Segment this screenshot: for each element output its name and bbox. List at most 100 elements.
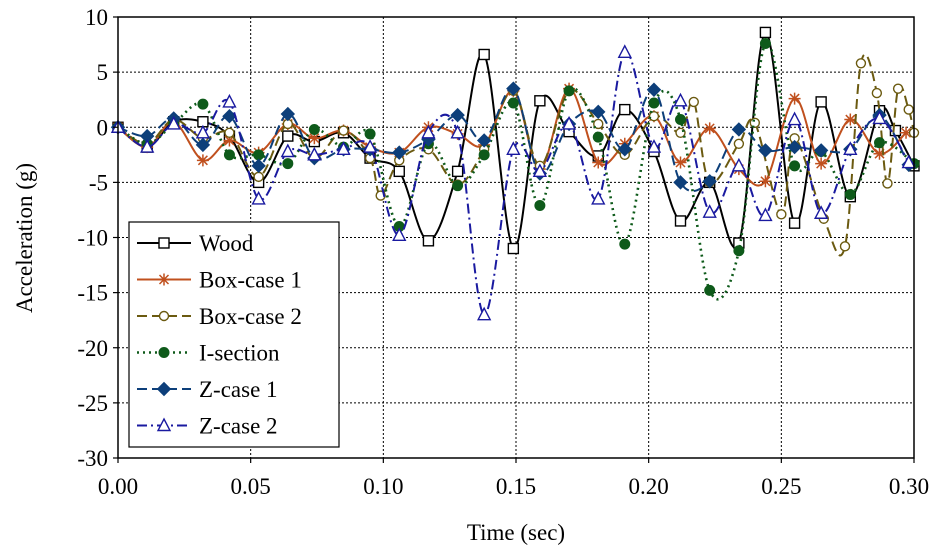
data-point [788, 217, 801, 229]
y-tick-label: 0 [97, 115, 109, 140]
legend-marker [158, 273, 170, 286]
series-layer [110, 26, 920, 321]
data-point [506, 81, 521, 96]
data-point [758, 143, 773, 158]
legend-box [128, 221, 340, 448]
data-point [731, 122, 747, 137]
data-point [282, 130, 294, 142]
data-point [758, 207, 773, 222]
data-point [253, 171, 264, 183]
data-point [476, 133, 492, 148]
data-point [674, 215, 687, 227]
data-point [900, 126, 913, 139]
data-point [195, 124, 211, 139]
data-point [673, 175, 688, 190]
legend-marker [156, 417, 172, 432]
data-point [450, 124, 465, 139]
data-point [592, 156, 605, 169]
data-point [307, 146, 322, 161]
data-point [731, 157, 747, 172]
data-point [703, 122, 716, 135]
legend-label: Box-case 2 [199, 304, 302, 329]
data-point [563, 85, 575, 97]
data-point [844, 189, 856, 201]
data-point [759, 175, 772, 188]
data-point [195, 137, 211, 153]
legend-label: Wood [199, 231, 254, 256]
data-point [336, 141, 351, 156]
data-point [223, 134, 236, 147]
data-point [507, 97, 519, 109]
data-point [561, 115, 577, 130]
legend-label: Z-case 2 [199, 414, 278, 439]
data-point [280, 143, 295, 158]
data-point [787, 111, 802, 126]
data-point [253, 149, 265, 161]
data-point [903, 104, 914, 115]
data-point [648, 97, 660, 109]
data-point [874, 137, 886, 149]
data-point [593, 118, 604, 130]
legend-item: Wood [137, 231, 254, 256]
data-point [759, 37, 771, 49]
data-point [308, 123, 320, 135]
y-tick-label: -20 [77, 336, 108, 361]
data-point [451, 165, 464, 178]
data-point [393, 165, 405, 178]
data-point [166, 115, 181, 130]
data-point [422, 235, 435, 247]
data-point [871, 87, 883, 99]
legend-marker [158, 237, 170, 249]
data-point [646, 139, 662, 153]
data-point [843, 141, 858, 156]
x-axis-label: Time (sec) [467, 520, 565, 545]
legend-marker [158, 347, 170, 358]
data-point [364, 128, 376, 140]
legend-label: I-section [199, 341, 280, 366]
x-tick-label: 0.05 [231, 474, 271, 499]
data-point [392, 145, 407, 160]
data-point [844, 113, 857, 126]
data-point [534, 95, 546, 107]
data-point [855, 58, 867, 69]
data-point [675, 127, 686, 138]
legend-item: I-section [137, 341, 280, 366]
data-point [591, 104, 606, 120]
series-line [117, 51, 910, 316]
legend-item: Z-case 2 [137, 414, 278, 439]
data-point [282, 158, 294, 170]
data-point [872, 110, 887, 125]
data-point [788, 92, 801, 105]
data-point [813, 143, 829, 158]
data-point [702, 174, 717, 189]
x-tick-label: 0.15 [496, 474, 536, 499]
data-point [617, 44, 632, 58]
series-z-case-2 [110, 44, 916, 321]
data-point [733, 245, 745, 257]
data-point [776, 209, 787, 220]
data-point [839, 241, 851, 252]
data-point [251, 190, 266, 205]
x-tick-label: 0.20 [629, 474, 669, 499]
data-point [733, 138, 745, 149]
y-tick-label: -15 [77, 281, 108, 306]
data-point [338, 125, 349, 136]
data-point [197, 98, 209, 110]
data-point [617, 142, 632, 157]
data-point [789, 160, 801, 172]
legend: Wood Box-case 1 Box-case 2 I-section Z-case … [128, 221, 340, 448]
data-point [688, 96, 699, 108]
y-axis-label: Acceleration (g) [12, 163, 37, 313]
data-point [140, 139, 155, 153]
data-point [591, 190, 606, 205]
data-point [534, 200, 546, 212]
legend-item: Box-case 2 [137, 304, 302, 329]
legend-label: Box-case 1 [199, 268, 302, 293]
data-point [392, 227, 407, 241]
tick-labels: 10 5 0 -5 -10 -15 -20 -25 -30 0.00 0.05 0.10 0.15 0.2… [77, 5, 929, 499]
data-point [223, 149, 235, 161]
data-point [813, 205, 829, 219]
y-tick-label: -25 [77, 391, 108, 416]
